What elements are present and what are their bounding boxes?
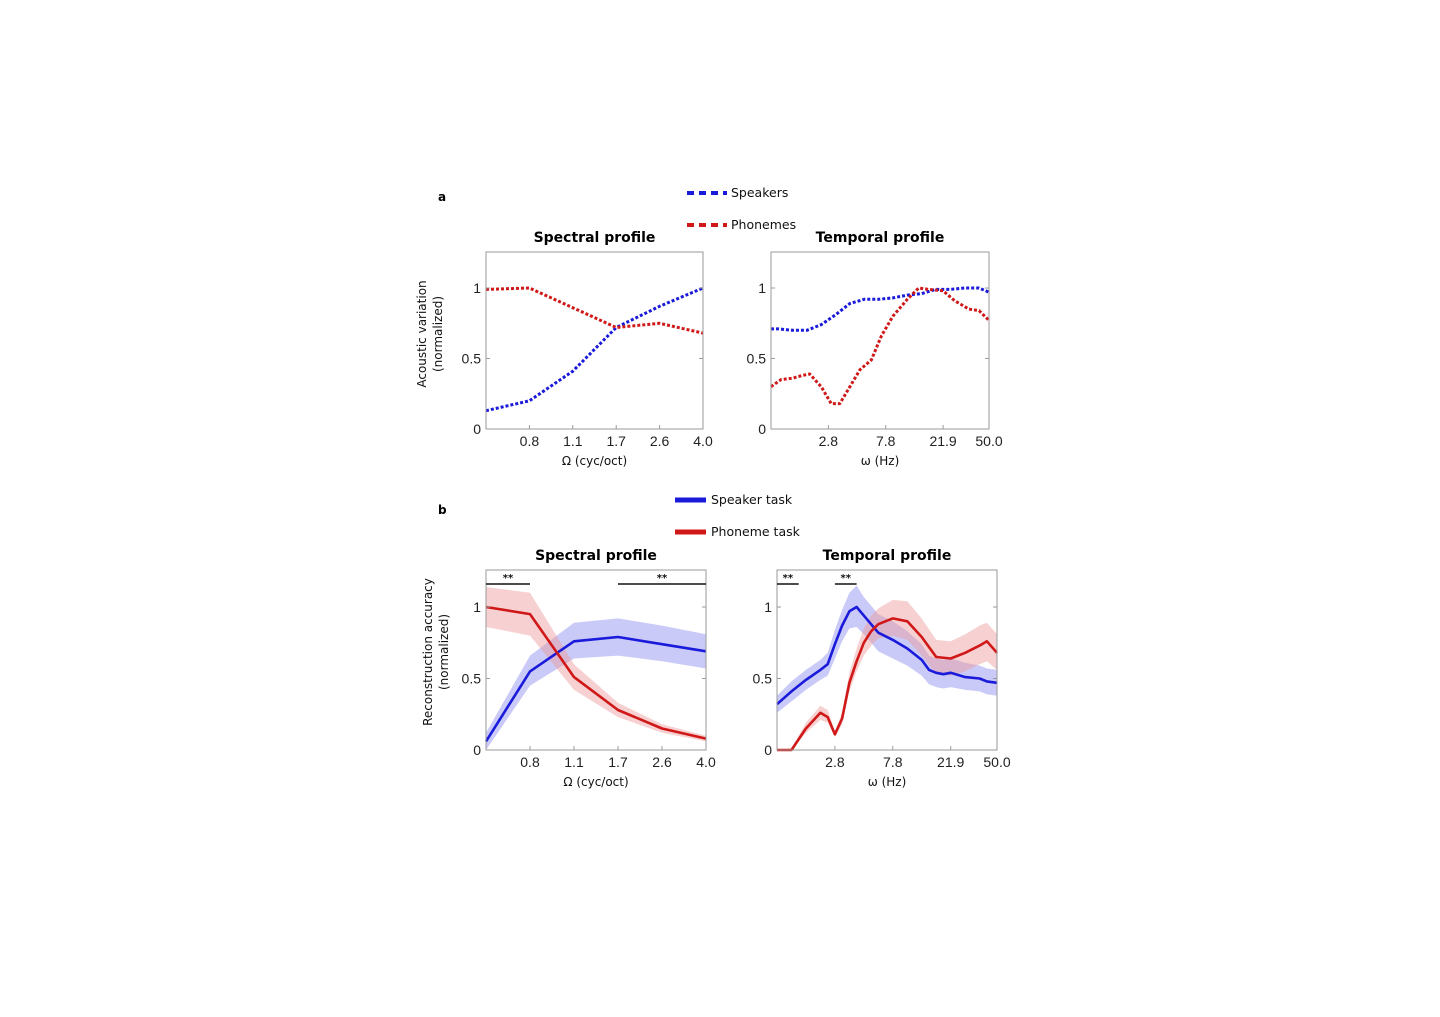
x-tick-label: 1.7	[608, 754, 628, 770]
y-tick-label: 0.5	[462, 671, 482, 687]
speaker-confidence-band	[777, 585, 997, 713]
x-tick-label: 2.8	[825, 754, 845, 770]
plot-b-spectral: Spectral profile 0 0.5 1 0.8 1.1 1.7 2.6 4.0 Ω (c…	[462, 548, 716, 789]
y-tick-label: 0	[473, 742, 481, 758]
legend-phoneme-task-label: Phoneme task	[711, 524, 801, 539]
x-axis-label: ω (Hz)	[861, 454, 900, 468]
x-tick-label: 4.0	[693, 433, 713, 449]
y-tick-label: 1	[758, 280, 766, 296]
legend-b-phoneme-task: Phoneme task	[675, 524, 801, 539]
y-tick-label: 0	[764, 742, 772, 758]
legend-a-phonemes: Phonemes	[687, 217, 796, 232]
legend-speaker-task-label: Speaker task	[711, 492, 793, 507]
speaker-confidence-band	[486, 618, 706, 750]
axes-box	[485, 569, 707, 751]
phoneme-task-line	[485, 605, 707, 740]
x-tick-label: 2.6	[652, 754, 672, 770]
y-tick-label: 0.5	[462, 351, 482, 367]
x-tick-label: 21.9	[929, 433, 956, 449]
x-axis-label: ω (Hz)	[868, 775, 907, 789]
axes-box	[485, 251, 704, 430]
axes-box	[776, 569, 998, 751]
y-tick-label: 1	[473, 280, 481, 296]
ylabel-b-line1: Reconstruction accuracy	[421, 578, 435, 726]
panel-a-ylabel: Acoustic variation (normalized)	[415, 280, 445, 387]
x-axis-label: Ω (cyc/oct)	[563, 775, 628, 789]
x-tick-label: 2.6	[650, 433, 670, 449]
x-tick-label: 50.0	[983, 754, 1010, 770]
phonemes-line	[770, 286, 991, 406]
legend-b: Speaker task Phoneme task	[675, 492, 801, 539]
ylabel-a-line2: (normalized)	[431, 296, 445, 372]
panel-a-letter: a	[438, 190, 446, 204]
y-tick-label: 0	[473, 421, 481, 437]
chart-title: Temporal profile	[816, 230, 945, 246]
x-tick-label: 7.8	[883, 754, 903, 770]
plot-a-temporal: Temporal profile 0 0.5 1 2.8 7.8 21.9 50.0 ω (Hz…	[747, 230, 1003, 468]
panel-b-letter: b	[438, 503, 447, 517]
legend-speakers-label: Speakers	[731, 185, 788, 200]
y-tick-label: 0	[758, 421, 766, 437]
significance-marker: **	[657, 573, 668, 584]
panel-b-ylabel: Reconstruction accuracy (normalized)	[421, 578, 451, 726]
y-tick-label: 1	[473, 599, 481, 615]
legend-a: Speakers Phonemes	[687, 185, 796, 232]
chart-title: Spectral profile	[535, 548, 657, 564]
phoneme-confidence-band	[486, 587, 706, 742]
x-tick-label: 2.8	[819, 433, 839, 449]
legend-b-speaker-task: Speaker task	[675, 492, 793, 507]
axes-box	[770, 251, 990, 430]
phoneme-confidence-band	[777, 599, 997, 750]
significance-marker: **	[841, 573, 852, 584]
x-tick-label: 1.7	[606, 433, 626, 449]
legend-a-speakers: Speakers	[687, 185, 788, 200]
x-tick-label: 50.0	[975, 433, 1002, 449]
x-tick-label: 0.8	[520, 754, 540, 770]
chart-title: Temporal profile	[823, 548, 952, 564]
x-tick-label: 1.1	[564, 754, 584, 770]
significance-marker: **	[503, 573, 514, 584]
y-tick-label: 0.5	[753, 671, 773, 687]
y-tick-label: 1	[764, 599, 772, 615]
significance-marker: **	[783, 573, 794, 584]
speaker-task-line	[776, 605, 998, 706]
x-tick-label: 1.1	[563, 433, 583, 449]
chart-title: Spectral profile	[534, 230, 656, 246]
y-tick-label: 0.5	[747, 351, 767, 367]
phonemes-line	[485, 286, 704, 335]
ylabel-a-line1: Acoustic variation	[415, 280, 429, 387]
plot-a-spectral: Spectral profile 0 0.5 1 0.8 1.1 1.7 2.6 4.0 Ω (c…	[462, 230, 713, 468]
speakers-line	[485, 286, 704, 413]
x-tick-label: 7.8	[876, 433, 896, 449]
legend-phonemes-label: Phonemes	[731, 217, 796, 232]
ylabel-b-line2: (normalized)	[437, 614, 451, 690]
x-tick-label: 0.8	[520, 433, 540, 449]
x-tick-label: 21.9	[937, 754, 964, 770]
speakers-line	[771, 286, 990, 332]
speaker-task-line	[484, 635, 707, 743]
plot-b-temporal: Temporal profile 0 0.5 1 2.8 7.8 21.9 50.0 ω (Hz…	[753, 548, 1011, 789]
x-axis-label: Ω (cyc/oct)	[562, 454, 627, 468]
x-tick-label: 4.0	[696, 754, 716, 770]
